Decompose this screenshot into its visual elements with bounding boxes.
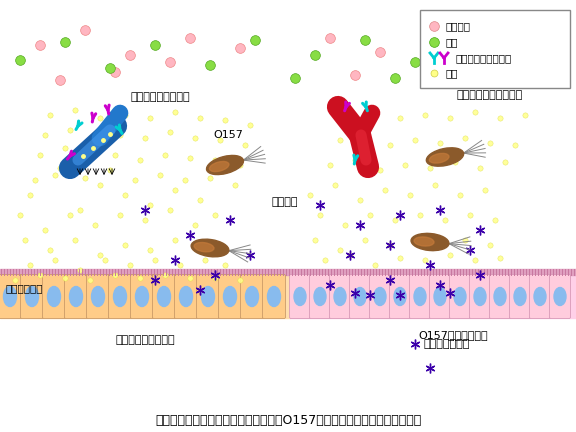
Ellipse shape [514,288,526,305]
FancyBboxPatch shape [449,274,471,318]
FancyBboxPatch shape [175,274,198,318]
Ellipse shape [414,237,434,246]
Ellipse shape [474,288,486,305]
Text: 予防株ビフィズス菌: 予防株ビフィズス菌 [130,92,190,102]
Ellipse shape [434,288,446,305]
Text: 増殖増進・保護作用: 増殖増進・保護作用 [115,335,175,345]
Bar [420,10,570,88]
FancyBboxPatch shape [369,274,391,318]
FancyBboxPatch shape [410,274,430,318]
Ellipse shape [194,242,214,252]
Text: ブドウ糖: ブドウ糖 [446,21,471,31]
FancyBboxPatch shape [309,274,331,318]
FancyBboxPatch shape [86,274,109,318]
Text: シガ毒素の侵入: シガ毒素の侵入 [423,339,469,349]
Text: 大腸粘膜上皮: 大腸粘膜上皮 [6,283,44,293]
FancyBboxPatch shape [290,274,310,318]
FancyBboxPatch shape [218,274,241,318]
Bar [290,275,576,318]
FancyBboxPatch shape [108,274,131,318]
Ellipse shape [534,288,546,305]
FancyBboxPatch shape [490,274,510,318]
Ellipse shape [191,239,229,257]
Ellipse shape [354,288,366,305]
Ellipse shape [426,148,464,166]
Ellipse shape [454,288,466,305]
FancyBboxPatch shape [389,274,411,318]
Text: 果糖: 果糖 [446,37,458,47]
FancyBboxPatch shape [241,274,263,318]
Text: 糖トランスポーター: 糖トランスポーター [456,53,512,63]
Text: 酢酸: 酢酸 [446,68,458,78]
FancyBboxPatch shape [263,274,286,318]
FancyBboxPatch shape [329,274,351,318]
Ellipse shape [374,288,386,305]
Ellipse shape [92,286,104,306]
Ellipse shape [157,286,170,306]
Ellipse shape [267,286,281,306]
Text: O157: O157 [213,130,243,140]
Ellipse shape [47,286,60,306]
Ellipse shape [25,286,39,306]
Ellipse shape [70,286,82,306]
Ellipse shape [135,286,149,306]
FancyBboxPatch shape [43,274,66,318]
Ellipse shape [3,286,17,306]
Text: O157による細胞死: O157による細胞死 [418,330,488,340]
FancyBboxPatch shape [153,274,176,318]
Text: 非予防株ビフィズス菌: 非予防株ビフィズス菌 [457,90,523,100]
FancyBboxPatch shape [510,274,530,318]
Ellipse shape [245,286,259,306]
FancyBboxPatch shape [131,274,153,318]
Ellipse shape [394,288,406,305]
Ellipse shape [554,288,566,305]
Ellipse shape [334,288,346,305]
FancyBboxPatch shape [65,274,88,318]
Ellipse shape [202,286,214,306]
Text: シガ毒素: シガ毒素 [272,197,298,207]
FancyBboxPatch shape [21,274,44,318]
Ellipse shape [411,233,449,251]
FancyBboxPatch shape [550,274,570,318]
Ellipse shape [294,288,306,305]
Ellipse shape [429,153,449,163]
Ellipse shape [314,288,326,305]
Ellipse shape [113,286,127,306]
Bar [0,275,290,318]
Ellipse shape [414,288,426,305]
Ellipse shape [210,162,229,172]
Ellipse shape [180,286,192,306]
FancyBboxPatch shape [469,274,491,318]
Bar [0,269,576,275]
FancyBboxPatch shape [350,274,370,318]
FancyBboxPatch shape [529,274,551,318]
Text: 予防株と非予防株ビフィズス菌によるO157感染死予防効果の違いの模式図: 予防株と非予防株ビフィズス菌によるO157感染死予防効果の違いの模式図 [155,413,421,426]
FancyBboxPatch shape [196,274,219,318]
Ellipse shape [223,286,237,306]
FancyBboxPatch shape [0,274,21,318]
FancyBboxPatch shape [430,274,450,318]
Ellipse shape [494,288,506,305]
Ellipse shape [207,156,244,175]
